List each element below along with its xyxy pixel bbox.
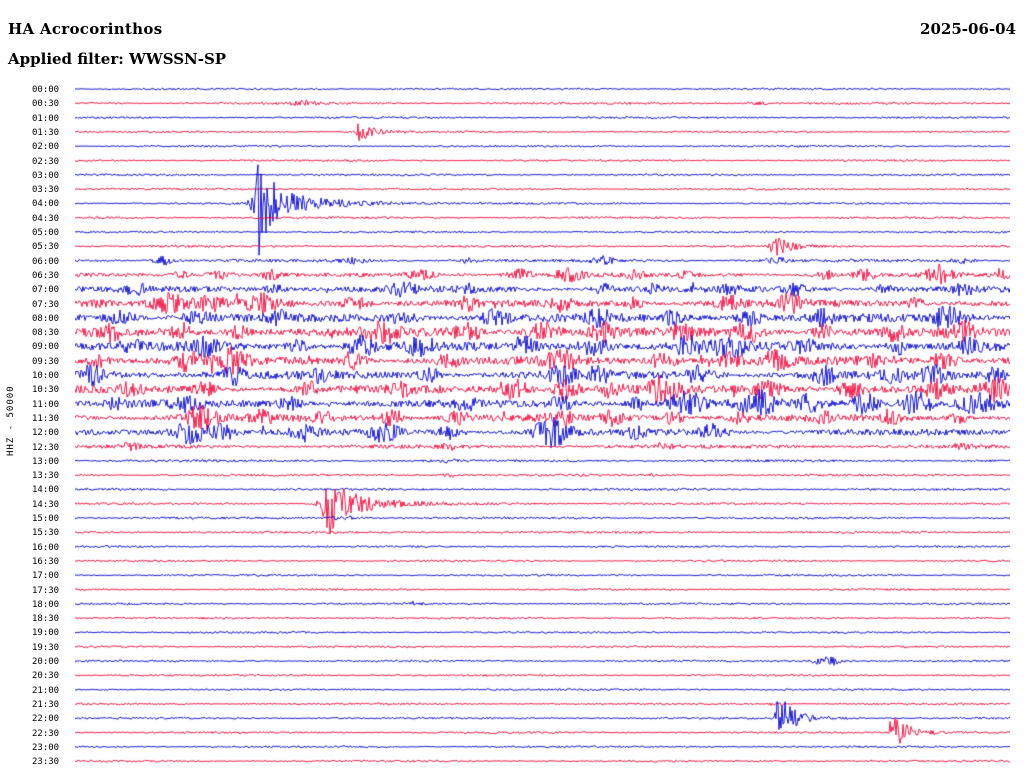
time-label: 18:30 bbox=[32, 614, 60, 625]
time-label: 00:00 bbox=[32, 85, 60, 95]
time-label: 08:00 bbox=[32, 313, 60, 324]
time-label: 10:00 bbox=[32, 371, 60, 381]
channel-axis-label: HHZ - 50000 bbox=[6, 385, 16, 456]
time-label: 12:30 bbox=[32, 442, 60, 453]
time-label: 20:30 bbox=[32, 671, 60, 682]
time-label: 22:00 bbox=[32, 714, 60, 725]
time-label: 11:30 bbox=[32, 413, 60, 424]
time-label: 01:30 bbox=[32, 127, 60, 138]
time-label: 04:30 bbox=[32, 213, 60, 224]
time-label: 05:30 bbox=[32, 242, 60, 253]
time-label: 08:30 bbox=[32, 328, 60, 339]
time-label: 19:30 bbox=[32, 642, 60, 653]
time-label: 23:00 bbox=[32, 742, 60, 753]
time-label: 06:30 bbox=[32, 270, 60, 281]
time-label: 05:00 bbox=[32, 228, 60, 238]
time-label: 06:00 bbox=[32, 256, 60, 267]
time-label: 15:30 bbox=[32, 528, 60, 539]
time-label: 04:00 bbox=[32, 199, 60, 210]
time-label: 11:00 bbox=[32, 399, 60, 410]
time-label: 13:00 bbox=[32, 456, 60, 467]
date-label: 2025-06-04 bbox=[920, 20, 1016, 38]
station-title: HA Acrocorinthos bbox=[8, 20, 163, 38]
time-label: 10:30 bbox=[32, 385, 60, 396]
time-label: 21:00 bbox=[32, 685, 60, 696]
time-label: 00:30 bbox=[32, 99, 60, 110]
time-label: 21:30 bbox=[32, 699, 60, 710]
time-label: 19:00 bbox=[32, 628, 60, 639]
filter-label: Applied filter: WWSSN-SP bbox=[8, 50, 227, 68]
time-label: 02:30 bbox=[32, 156, 60, 167]
time-label: 22:30 bbox=[32, 728, 60, 739]
time-label: 16:30 bbox=[32, 556, 60, 567]
time-label: 17:30 bbox=[32, 585, 60, 596]
time-label: 01:00 bbox=[32, 113, 60, 124]
time-label: 15:00 bbox=[32, 514, 60, 524]
time-label: 20:00 bbox=[32, 657, 60, 667]
time-label: 17:00 bbox=[32, 571, 60, 582]
time-label: 14:30 bbox=[32, 499, 60, 510]
time-label: 07:00 bbox=[32, 285, 60, 296]
time-label: 09:00 bbox=[32, 342, 60, 353]
time-label: 03:30 bbox=[32, 185, 60, 196]
time-label: 12:00 bbox=[32, 428, 60, 439]
time-label: 23:30 bbox=[32, 757, 60, 768]
time-label: 02:00 bbox=[32, 142, 60, 153]
time-label: 07:30 bbox=[32, 299, 60, 310]
time-label: 18:00 bbox=[32, 599, 60, 610]
time-label: 13:30 bbox=[32, 471, 60, 482]
time-label: 14:00 bbox=[32, 485, 60, 496]
time-label: 09:30 bbox=[32, 356, 60, 367]
time-label: 16:00 bbox=[32, 542, 60, 553]
time-label: 03:00 bbox=[32, 170, 60, 181]
seismogram-canvas bbox=[75, 82, 1010, 772]
